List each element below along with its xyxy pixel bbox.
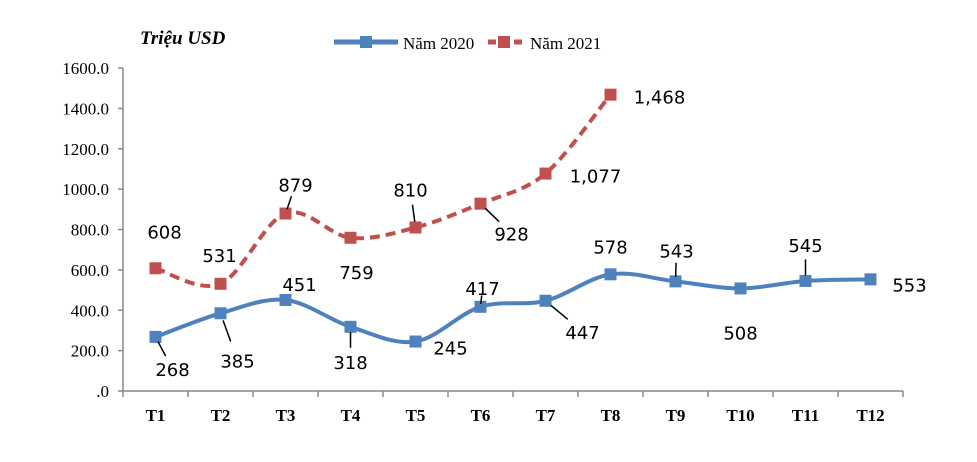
data-point: [539, 294, 552, 307]
data-point: [344, 231, 357, 244]
x-tick-label: T7: [536, 406, 556, 425]
data-point: [669, 275, 682, 288]
x-tick-label: T1: [146, 406, 166, 425]
data-point: [474, 300, 487, 313]
data-label: 545: [788, 236, 822, 257]
data-point: [799, 274, 812, 287]
data-label: 508: [723, 323, 757, 344]
data-point: [214, 307, 227, 320]
data-point: [864, 273, 877, 286]
leader-line: [286, 195, 293, 210]
data-point: [474, 197, 487, 210]
data-point: [604, 268, 617, 281]
leader-line: [480, 295, 483, 305]
x-tick-label: T6: [471, 406, 491, 425]
data-point: [604, 88, 617, 101]
y-tick-label: 400.0: [71, 301, 109, 320]
data-label: 928: [494, 225, 528, 246]
y-tick-label: 1600.0: [62, 59, 109, 78]
x-tick-label: T4: [341, 406, 361, 425]
data-label: 1,077: [570, 167, 622, 188]
y-tick-label: .0: [96, 382, 109, 401]
data-label: 531: [202, 246, 236, 267]
data-label: 879: [278, 176, 312, 197]
leader-line: [484, 207, 500, 223]
data-label: 759: [339, 263, 373, 284]
x-tick-label: T9: [666, 406, 686, 425]
x-tick-label: T5: [406, 406, 426, 425]
x-tick-label: T2: [211, 406, 231, 425]
data-label: 385: [220, 351, 254, 372]
data-point: [279, 207, 292, 220]
legend-label-2020: Năm 2020: [403, 34, 474, 53]
legend-label-2021: Năm 2021: [530, 34, 601, 53]
data-point: [214, 277, 227, 290]
data-point: [409, 335, 422, 348]
data-label: 553: [892, 275, 926, 296]
data-label: 543: [659, 241, 693, 262]
data-label: 447: [565, 323, 599, 344]
x-tick-label: T8: [601, 406, 621, 425]
y-tick-label: 200.0: [71, 342, 109, 361]
unit-label: Triệu USD: [140, 28, 226, 49]
y-tick-label: 1000.0: [62, 180, 109, 199]
y-tick-label: 600.0: [71, 261, 109, 280]
leader-line: [222, 320, 232, 342]
legend-marker-2020: [360, 36, 372, 48]
series-line-2020: [154, 271, 871, 345]
data-label: 810: [393, 180, 427, 201]
data-label: 318: [333, 353, 367, 374]
data-point: [149, 262, 162, 275]
data-label: 417: [465, 279, 499, 300]
x-tick-label: T12: [856, 406, 884, 425]
legend: Năm 2020 Năm 2021: [334, 34, 601, 53]
data-label: 608: [147, 222, 181, 243]
x-tick-label: T3: [276, 406, 296, 425]
leader-line: [411, 204, 416, 222]
leader-line: [550, 304, 569, 320]
data-point: [539, 167, 552, 180]
y-tick-label: 1200.0: [62, 140, 109, 159]
y-tick-label: 1400.0: [62, 99, 109, 118]
data-label: 1,468: [634, 88, 686, 109]
series-line-2021: [154, 93, 613, 288]
data-point: [409, 221, 422, 234]
x-tick-label: T10: [726, 406, 754, 425]
y-tick-label: 800.0: [71, 221, 109, 240]
data-label: 245: [433, 339, 467, 360]
data-label: 268: [155, 360, 189, 381]
data-label: 451: [282, 275, 316, 296]
data-point: [734, 282, 747, 295]
data-point: [279, 293, 292, 306]
data-label: 578: [593, 237, 627, 258]
x-tick-label: T11: [792, 406, 819, 425]
leader-line: [157, 341, 167, 357]
data-point: [149, 330, 162, 343]
legend-marker-2021: [498, 36, 510, 48]
data-point: [344, 320, 357, 333]
